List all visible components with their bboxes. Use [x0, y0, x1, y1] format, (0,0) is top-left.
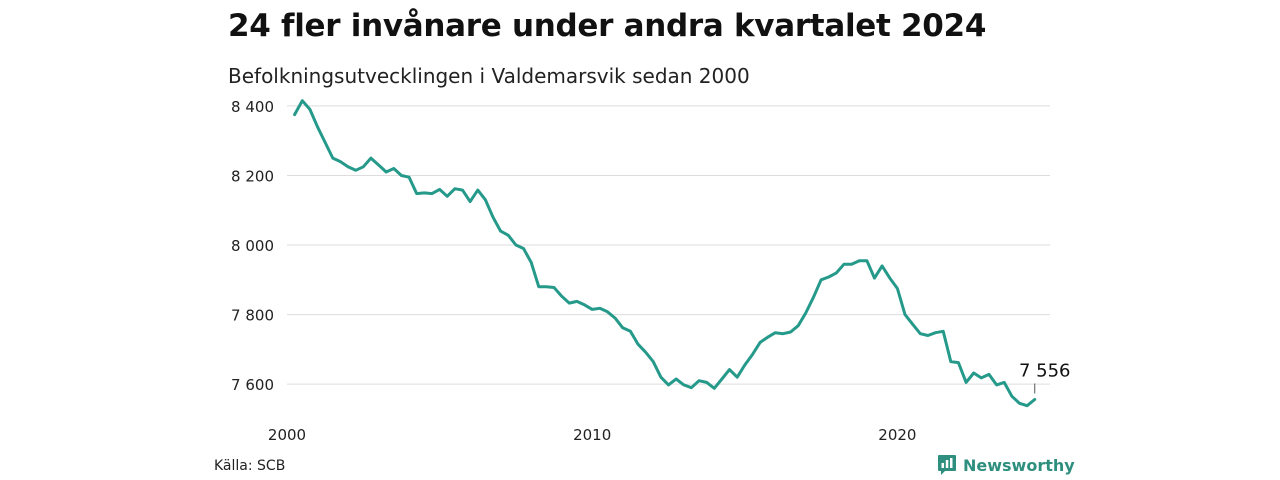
- series-group: [293, 99, 1037, 408]
- y-tick-label: 8 200: [231, 167, 274, 185]
- x-tick-label: 2010: [573, 426, 611, 444]
- x-tick-label: 2020: [878, 426, 916, 444]
- annotation-label: 7 556: [1019, 360, 1071, 381]
- y-tick-label: 7 800: [231, 307, 274, 325]
- annotation-group: 7 556: [1019, 360, 1071, 394]
- newsworthy-logo-icon: [938, 455, 956, 475]
- brand-name: Newsworthy: [963, 455, 1075, 475]
- chart-title: 24 fler invånare under andra kvartalet 2…: [228, 8, 987, 44]
- source-label: Källa: SCB: [214, 458, 286, 474]
- y-tick-label: 7 600: [231, 376, 274, 394]
- gridlines: [287, 105, 1050, 385]
- brand-logo: Newsworthy: [937, 454, 1075, 476]
- y-tick-label: 8 400: [231, 98, 274, 116]
- x-tick-label: 2000: [268, 426, 306, 444]
- y-axis-labels: 7 600 7 800 8 000 8 200 8 400: [231, 98, 274, 394]
- x-axis-labels: 2000 2010 2020: [268, 426, 917, 444]
- chart-subtitle: Befolkningsutvecklingen i Valdemarsvik s…: [228, 64, 750, 88]
- y-tick-label: 8 000: [231, 237, 274, 255]
- population-line: [293, 99, 1037, 408]
